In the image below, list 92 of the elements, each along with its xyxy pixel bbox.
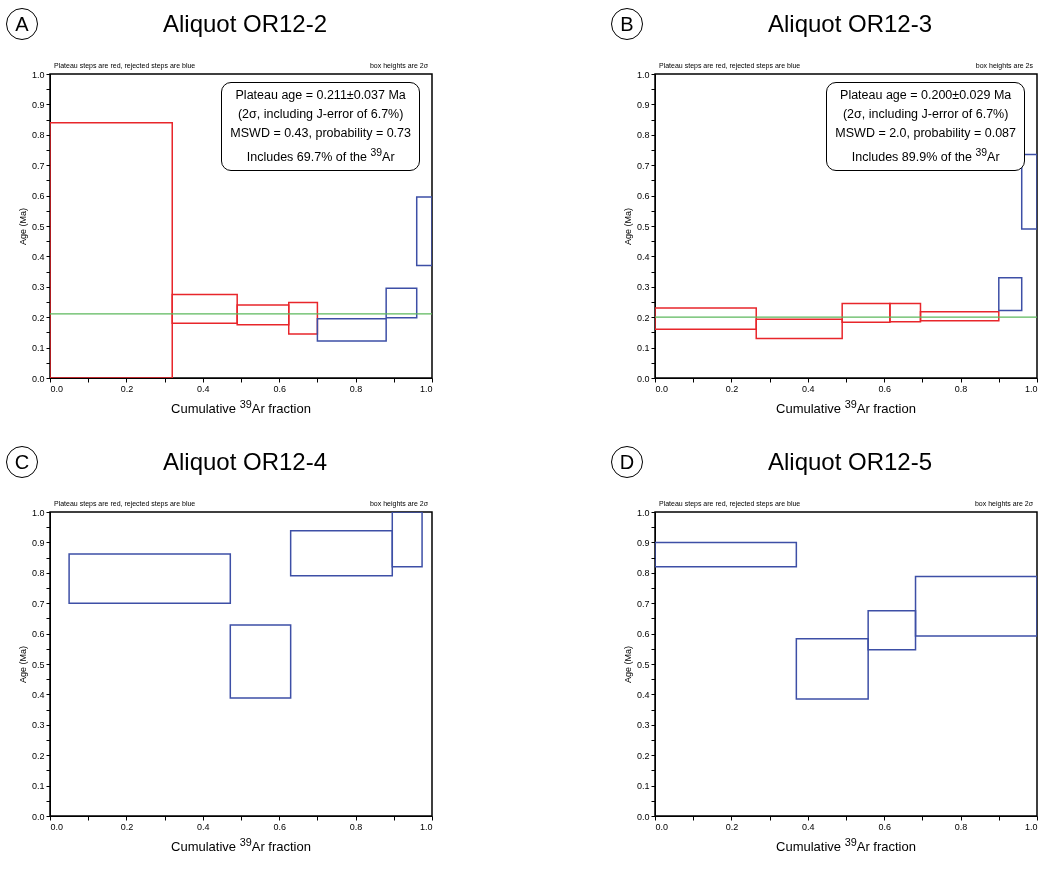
x-tick-label: 0.6 <box>878 821 891 832</box>
chart-title: Aliquot OR12-2 <box>161 10 329 38</box>
y-tick-label: 0.9 <box>636 537 650 548</box>
text: B <box>611 8 643 40</box>
x-tick-label: 0.8 <box>349 821 363 832</box>
x-tick-label: 0.8 <box>954 821 968 832</box>
x-tick-label: 0.0 <box>50 383 64 394</box>
chart-title: Aliquot OR12-3 <box>766 10 934 38</box>
annotation: Plateau age = 0.200±0.029 Ma <box>839 87 1013 104</box>
x-tick-label: 0.2 <box>120 383 134 394</box>
x-tick-label: 0.2 <box>725 383 739 394</box>
y-tick-label: 1.0 <box>636 69 650 80</box>
y-tick-label: 0.9 <box>31 99 45 110</box>
x-tick-label: 0.4 <box>197 383 210 394</box>
y-tick-label: 0.6 <box>636 191 650 202</box>
text: D <box>611 446 643 478</box>
y-tick-label: 0.4 <box>31 251 45 262</box>
annotation: (2σ, including J-error of 6.7%) <box>236 106 405 123</box>
x-tick-label: 0.6 <box>273 821 286 832</box>
x-tick-label: 1.0 <box>1024 821 1038 832</box>
y-tick-label: 0.3 <box>31 282 45 293</box>
y-axis-title: Age (Ma) <box>17 645 28 684</box>
y-tick-label: 0.5 <box>31 659 45 670</box>
chart-title: Aliquot OR12-4 <box>161 448 329 476</box>
y-tick-label: 1.0 <box>31 507 45 518</box>
annotation: MSWD = 0.43, probability = 0.73 <box>230 125 411 142</box>
y-tick-label: 0.7 <box>636 598 650 609</box>
y-tick-label: 0.0 <box>636 373 650 384</box>
y-tick-label: 0.6 <box>31 629 45 640</box>
y-tick-label: 0.2 <box>31 750 45 761</box>
y-tick-label: 0.1 <box>31 781 45 792</box>
x-tick-label: 0.2 <box>120 821 134 832</box>
y-tick-label: 0.6 <box>31 191 45 202</box>
x-tick-label: 0.6 <box>273 383 286 394</box>
x-tick-label: 0.0 <box>655 821 669 832</box>
x-tick-label: 1.0 <box>419 821 433 832</box>
y-tick-label: 0.2 <box>31 312 45 323</box>
y-tick-label: 0.9 <box>31 537 45 548</box>
y-axis-title: Age (Ma) <box>622 645 633 684</box>
x-tick-label: 1.0 <box>1024 383 1038 394</box>
x-tick-label: 0.6 <box>878 383 891 394</box>
y-axis-title: Age (Ma) <box>622 207 633 246</box>
x-tick-label: 1.0 <box>419 383 433 394</box>
y-tick-label: 0.0 <box>31 811 45 822</box>
x-axis-title: Cumulative $^{39}$Ar fraction <box>170 398 312 417</box>
y-tick-label: 0.1 <box>31 343 45 354</box>
y-tick-label: 0.5 <box>636 659 650 670</box>
x-tick-label: 0.4 <box>802 821 815 832</box>
y-tick-label: 0.2 <box>636 750 650 761</box>
x-tick-label: 0.2 <box>725 821 739 832</box>
annotation: Plateau age = 0.211±0.037 Ma <box>234 87 407 104</box>
y-tick-label: 0.5 <box>31 221 45 232</box>
x-tick-label: 0.0 <box>50 821 64 832</box>
y-tick-label: 0.8 <box>31 130 45 141</box>
x-tick-label: 0.8 <box>954 383 968 394</box>
y-tick-label: 0.0 <box>31 373 45 384</box>
y-tick-label: 0.8 <box>636 568 650 579</box>
y-tick-label: 0.4 <box>636 689 650 700</box>
y-axis-title: Age (Ma) <box>17 207 28 246</box>
y-tick-label: 0.7 <box>31 160 45 171</box>
x-axis-title: Cumulative $^{39}$Ar fraction <box>775 398 917 417</box>
annotation: Includes 69.7% of the $^{39}$Ar <box>245 146 396 167</box>
annotation: MSWD = 2.0, probability = 0.087 <box>835 125 1016 142</box>
x-tick-label: 0.0 <box>655 383 669 394</box>
y-tick-label: 0.8 <box>636 130 650 141</box>
x-tick-label: 0.4 <box>197 821 210 832</box>
y-tick-label: 0.4 <box>31 689 45 700</box>
x-tick-label: 0.8 <box>349 383 363 394</box>
chart-title: Aliquot OR12-5 <box>766 448 934 476</box>
y-tick-label: 0.6 <box>636 629 650 640</box>
y-tick-label: 0.9 <box>636 99 650 110</box>
y-tick-label: 1.0 <box>31 69 45 80</box>
y-tick-label: 0.8 <box>31 568 45 579</box>
y-tick-label: 0.1 <box>636 343 650 354</box>
y-tick-label: 0.3 <box>636 282 650 293</box>
y-tick-label: 0.7 <box>31 598 45 609</box>
y-tick-label: 0.4 <box>636 251 650 262</box>
x-tick-label: 0.4 <box>802 383 815 394</box>
y-tick-label: 0.0 <box>636 811 650 822</box>
text: C <box>6 446 38 478</box>
y-tick-label: 0.2 <box>636 312 650 323</box>
x-axis-title: Cumulative $^{39}$Ar fraction <box>170 836 312 855</box>
y-tick-label: 0.7 <box>636 160 650 171</box>
y-tick-label: 0.3 <box>636 720 650 731</box>
y-tick-label: 0.1 <box>636 781 650 792</box>
x-axis-title: Cumulative $^{39}$Ar fraction <box>775 836 917 855</box>
text: A <box>6 8 38 40</box>
annotation: Includes 89.9% of the $^{39}$Ar <box>850 146 1001 167</box>
y-tick-label: 0.3 <box>31 720 45 731</box>
y-tick-label: 1.0 <box>636 507 650 518</box>
y-tick-label: 0.5 <box>636 221 650 232</box>
annotation: (2σ, including J-error of 6.7%) <box>841 106 1010 123</box>
